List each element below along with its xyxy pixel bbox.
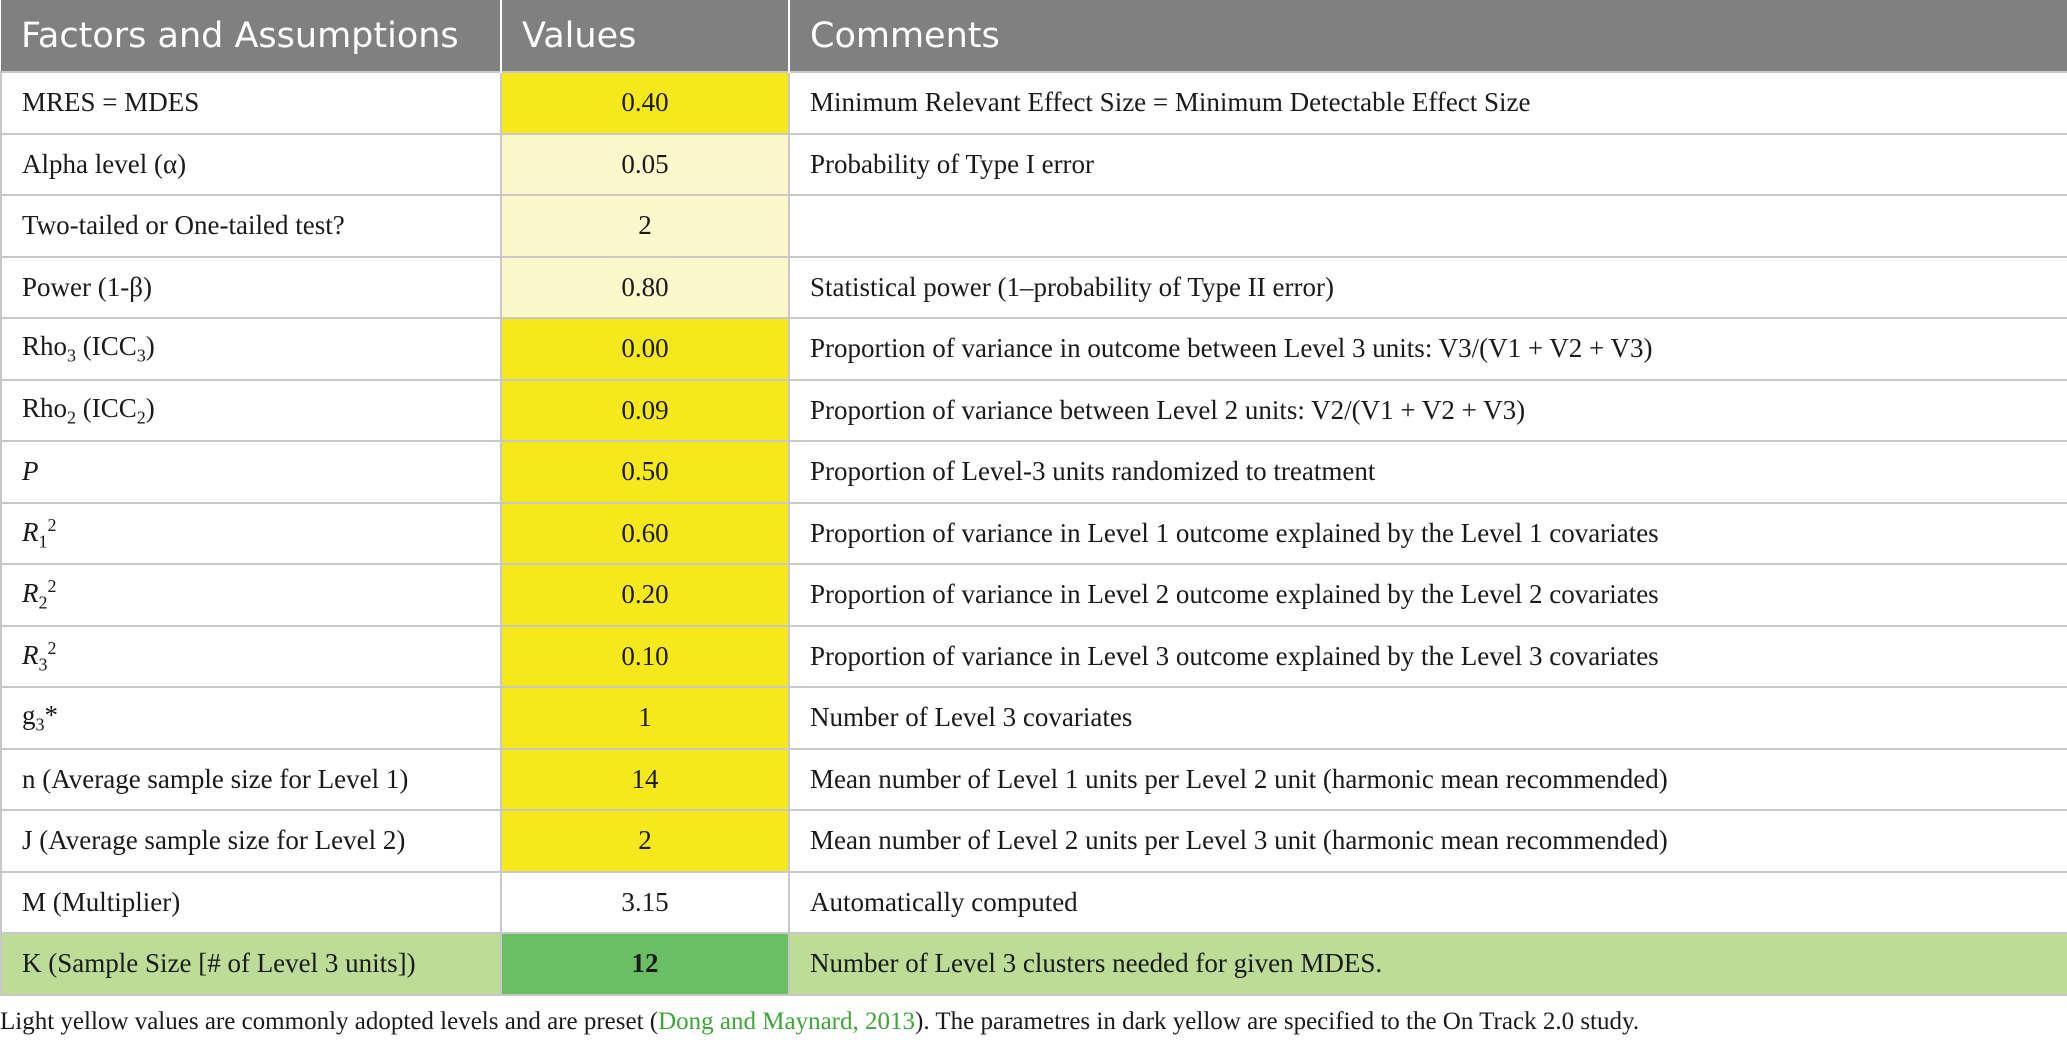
value-cell: 0.05 xyxy=(500,132,790,196)
factor-close: ) xyxy=(145,392,155,423)
factor-cell: Two-tailed or One-tailed test? xyxy=(0,194,502,258)
header-row: Factors and Assumptions Values Comments xyxy=(1,0,2067,72)
factor-subscript: 2 xyxy=(67,406,77,427)
factor-close: ) xyxy=(145,331,155,362)
value-cell: 2 xyxy=(500,809,790,873)
factor-rest: (ICC xyxy=(76,392,137,423)
footnote-text-end: ). The parametres in dark yellow are spe… xyxy=(915,1008,1640,1035)
factor-cell: Rho3 (ICC3) xyxy=(0,317,502,381)
factor-main: R xyxy=(22,639,39,670)
comment-cell: Probability of Type I error xyxy=(788,132,2067,196)
table-row: M (Multiplier) 3.15 Automatically comput… xyxy=(0,870,2067,934)
factor-subscript: 3 xyxy=(67,345,77,366)
factor-cell: g3* xyxy=(0,686,502,750)
header-comments: Comments xyxy=(789,0,2067,72)
citation-link[interactable]: Dong and Maynard, 2013 xyxy=(658,1008,916,1035)
value-cell: 0.00 xyxy=(500,317,790,381)
footnote-text: Light yellow values are commonly adopted… xyxy=(0,1008,659,1035)
table-row: n (Average sample size for Level 1) 14 M… xyxy=(0,747,2067,811)
factor-cell: R12 xyxy=(0,501,502,565)
factor-subscript: 2 xyxy=(136,406,146,427)
table-row: R32 0.10 Proportion of variance in Level… xyxy=(0,624,2067,688)
factor-subscript: 3 xyxy=(38,653,48,674)
factor-main: R xyxy=(22,578,39,609)
factor-subscript: 3 xyxy=(35,714,45,735)
value-cell: 0.60 xyxy=(500,501,790,565)
comment-cell: Mean number of Level 1 units per Level 2… xyxy=(788,747,2067,811)
factor-cell: Rho2 (ICC2) xyxy=(0,378,502,442)
factor-rest: * xyxy=(44,700,59,731)
table-row: Power (1-β) 0.80 Statistical power (1–pr… xyxy=(0,255,2067,319)
comment-cell: Proportion of variance between Level 2 u… xyxy=(788,378,2067,442)
value-cell: 0.09 xyxy=(500,378,790,442)
comment-cell xyxy=(788,194,2067,258)
factor-cell: K (Sample Size [# of Level 3 units]) xyxy=(0,932,502,996)
factor-cell: J (Average sample size for Level 2) xyxy=(0,809,502,873)
value-cell: 0.20 xyxy=(500,563,790,627)
factor-subscript: 3 xyxy=(136,345,146,366)
table-row: P 0.50 Proportion of Level-3 units rando… xyxy=(0,440,2067,504)
comment-cell: Number of Level 3 clusters needed for gi… xyxy=(788,932,2067,996)
header-values: Values xyxy=(501,0,790,72)
factor-cell: P xyxy=(0,440,502,504)
comment-cell: Proportion of variance in outcome betwee… xyxy=(788,317,2067,381)
factor-cell: MRES = MDES xyxy=(0,71,502,135)
factor-superscript: 2 xyxy=(47,576,57,597)
factor-subscript: 2 xyxy=(38,592,48,613)
parameters-table: Factors and Assumptions Values Comments … xyxy=(0,0,2067,996)
value-cell: 0.40 xyxy=(500,71,790,135)
value-cell: 1 xyxy=(500,686,790,750)
factor-cell: Power (1-β) xyxy=(0,255,502,319)
comment-cell: Automatically computed xyxy=(788,870,2067,934)
factor-main: Rho xyxy=(22,392,68,423)
table-row: Rho2 (ICC2) 0.09 Proportion of variance … xyxy=(0,378,2067,442)
factor-cell: n (Average sample size for Level 1) xyxy=(0,747,502,811)
comment-cell: Number of Level 3 covariates xyxy=(788,686,2067,750)
factor-cell: R22 xyxy=(0,563,502,627)
table-row: g3* 1 Number of Level 3 covariates xyxy=(0,686,2067,750)
table-row: R22 0.20 Proportion of variance in Level… xyxy=(0,563,2067,627)
value-cell: 0.10 xyxy=(500,624,790,688)
factor-main: Rho xyxy=(22,331,68,362)
header-factors: Factors and Assumptions xyxy=(1,0,502,72)
value-cell: 3.15 xyxy=(500,870,790,934)
table-row: Alpha level (α) 0.05 Probability of Type… xyxy=(0,132,2067,196)
comment-cell: Mean number of Level 2 units per Level 3… xyxy=(788,809,2067,873)
table-row: Two-tailed or One-tailed test? 2 xyxy=(0,194,2067,258)
table-footnote: Light yellow values are commonly adopted… xyxy=(0,1008,1639,1036)
value-cell: 2 xyxy=(500,194,790,258)
factor-superscript: 2 xyxy=(47,514,57,535)
comment-cell: Proportion of variance in Level 1 outcom… xyxy=(788,501,2067,565)
table-row: J (Average sample size for Level 2) 2 Me… xyxy=(0,809,2067,873)
result-row: K (Sample Size [# of Level 3 units]) 12 … xyxy=(0,932,2067,996)
factor-main: g xyxy=(22,700,36,731)
value-cell: 12 xyxy=(500,932,790,996)
comment-cell: Statistical power (1–probability of Type… xyxy=(788,255,2067,319)
table-row: MRES = MDES 0.40 Minimum Relevant Effect… xyxy=(0,71,2067,135)
factor-subscript: 1 xyxy=(38,530,48,551)
table-row: R12 0.60 Proportion of variance in Level… xyxy=(0,501,2067,565)
comment-cell: Minimum Relevant Effect Size = Minimum D… xyxy=(788,71,2067,135)
comment-cell: Proportion of variance in Level 2 outcom… xyxy=(788,563,2067,627)
factor-superscript: 2 xyxy=(47,637,57,658)
table-row: Rho3 (ICC3) 0.00 Proportion of variance … xyxy=(0,317,2067,381)
factor-cell: M (Multiplier) xyxy=(0,870,502,934)
value-cell: 0.50 xyxy=(500,440,790,504)
value-cell: 0.80 xyxy=(500,255,790,319)
factor-cell: Alpha level (α) xyxy=(0,132,502,196)
factor-cell: R32 xyxy=(0,624,502,688)
factor-rest: (ICC xyxy=(76,331,137,362)
comment-cell: Proportion of Level-3 units randomized t… xyxy=(788,440,2067,504)
value-cell: 14 xyxy=(500,747,790,811)
comment-cell: Proportion of variance in Level 3 outcom… xyxy=(788,624,2067,688)
factor-main: R xyxy=(22,516,39,547)
